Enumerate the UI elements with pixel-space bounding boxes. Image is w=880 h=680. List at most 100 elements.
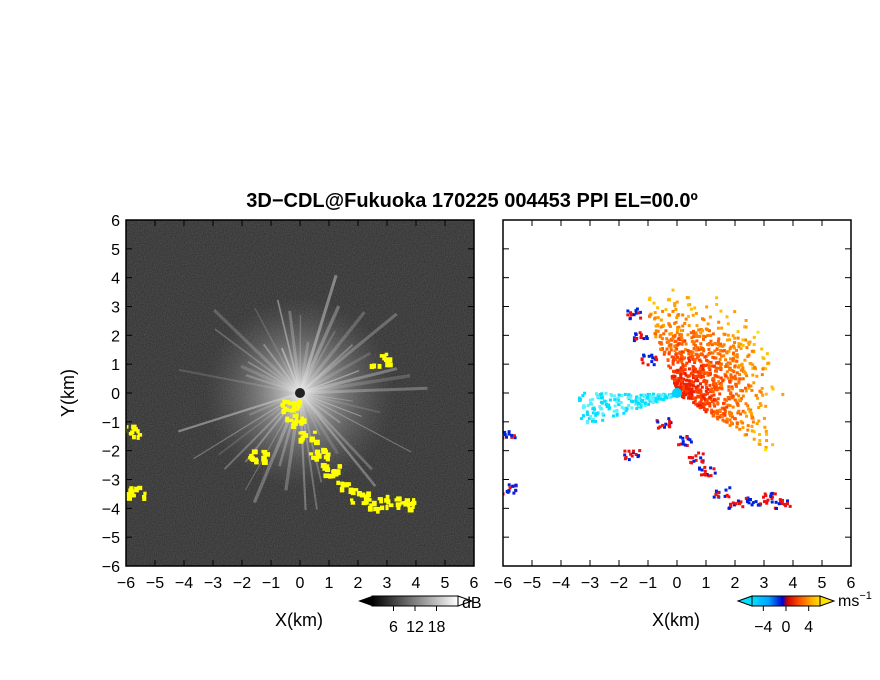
velocity-cell: [702, 396, 706, 400]
reflectivity-high-echo-cell: [136, 429, 140, 434]
velocity-cell: [756, 503, 760, 507]
velocity-cell: [728, 423, 732, 427]
velocity-cell: [729, 504, 733, 508]
velocity-cell: [747, 342, 751, 346]
velocity-cell: [675, 331, 679, 335]
velocity-cell: [507, 430, 511, 434]
reflectivity-high-echo-cell: [403, 500, 408, 507]
velocity-cell: [692, 342, 696, 346]
reflectivity-ray: [262, 343, 301, 394]
velocity-cell: [697, 403, 701, 407]
velocity-cell: [668, 344, 672, 347]
velocity-cell: [708, 402, 712, 405]
velocity-cell: [714, 492, 718, 496]
velocity-cell: [719, 309, 723, 313]
velocity-cell: [786, 502, 789, 506]
velocity-cell: [684, 348, 688, 352]
reflectivity-high-echo-cell: [342, 484, 346, 488]
velocity-cell: [728, 418, 732, 422]
velocity-cell: [705, 408, 709, 412]
velocity-cell: [601, 412, 605, 416]
velocity-cell: [788, 504, 792, 508]
velocity-cell: [699, 456, 703, 460]
velocity-cell: [707, 329, 711, 333]
velocity-cell: [642, 337, 646, 341]
velocity-cell: [639, 333, 643, 337]
velocity-cell: [705, 386, 708, 390]
velocity-cell: [622, 411, 626, 415]
velocity-cell: [765, 501, 769, 505]
reflectivity-high-echo-cell: [286, 408, 291, 412]
velocity-cell: [651, 397, 655, 401]
velocity-cell: [701, 394, 705, 398]
velocity-cell: [685, 387, 689, 391]
velocity-cell: [735, 353, 739, 357]
velocity-cell: [735, 422, 739, 426]
velocity-cell: [715, 409, 719, 413]
velocity-cell: [725, 315, 729, 319]
velocity-cell: [645, 335, 649, 339]
velocity-cell: [507, 489, 511, 493]
velocity-x-axis-label: X(km): [652, 610, 700, 630]
reflectivity-high-echo-cell: [405, 499, 410, 503]
velocity-cell: [716, 352, 720, 356]
velocity-cell: [704, 382, 708, 386]
reflectivity-y-tick-label: 4: [111, 271, 120, 288]
velocity-cell: [627, 404, 631, 408]
velocity-cell: [670, 338, 673, 342]
velocity-cell: [710, 411, 714, 415]
velocity-cell: [760, 347, 764, 351]
velocity-cell: [691, 384, 695, 388]
velocity-cell: [638, 449, 642, 453]
reflectivity-x-tick-label: 1: [325, 575, 334, 592]
velocity-cell: [716, 402, 720, 406]
velocity-cell: [730, 387, 734, 391]
reflectivity-high-echo-cell: [323, 455, 330, 460]
velocity-x-tick-label: −6: [494, 575, 512, 592]
velocity-cell: [510, 433, 514, 437]
velocity-cell: [632, 313, 636, 317]
velocity-cell: [744, 338, 748, 342]
reflectivity-high-echo-cell: [281, 409, 287, 415]
velocity-cell: [729, 502, 732, 506]
velocity-cell: [770, 385, 774, 389]
velocity-cell: [705, 305, 709, 309]
velocity-cell: [643, 404, 647, 407]
velocity-cell: [667, 322, 671, 326]
velocity-cell: [710, 408, 714, 412]
velocity-cell: [734, 384, 738, 388]
velocity-cell: [737, 364, 741, 368]
velocity-cell: [737, 381, 741, 385]
velocity-cell: [594, 413, 598, 417]
velocity-cell: [726, 376, 730, 380]
velocity-cell: [746, 424, 750, 428]
velocity-cell: [669, 394, 672, 398]
velocity-cell: [659, 342, 663, 346]
velocity-cell: [690, 390, 694, 394]
velocity-cell: [753, 366, 757, 370]
reflectivity-high-echo-cell: [396, 505, 401, 510]
reflectivity-high-echo-cell: [298, 437, 304, 444]
reflectivity-ray: [299, 392, 353, 402]
velocity-cell: [684, 373, 688, 377]
reflectivity-ray: [299, 392, 381, 414]
reflectivity-high-echo-cell: [142, 496, 147, 501]
velocity-cell: [737, 342, 741, 346]
velocity-cell: [713, 349, 717, 353]
velocity-cell: [647, 354, 651, 358]
velocity-cell: [725, 370, 729, 374]
reflectivity-ray: [247, 361, 301, 394]
velocity-cell: [732, 370, 736, 374]
velocity-cell: [704, 389, 708, 393]
velocity-cell: [758, 442, 762, 446]
reflectivity-high-echo-cell: [262, 452, 267, 456]
reflectivity-y-tick-labels: −6 −5 −4 −3 −2 −1 0 1 2 3 4 5 6: [102, 213, 120, 576]
velocity-cell: [612, 414, 615, 418]
velocity-cell: [507, 432, 511, 436]
velocity-cell: [669, 348, 673, 352]
velocity-cell: [617, 403, 621, 407]
velocity-cell: [682, 391, 686, 395]
velocity-cell: [692, 329, 695, 333]
velocity-x-tick-label: −1: [639, 575, 657, 592]
reflectivity-high-echo-cell: [136, 434, 140, 440]
